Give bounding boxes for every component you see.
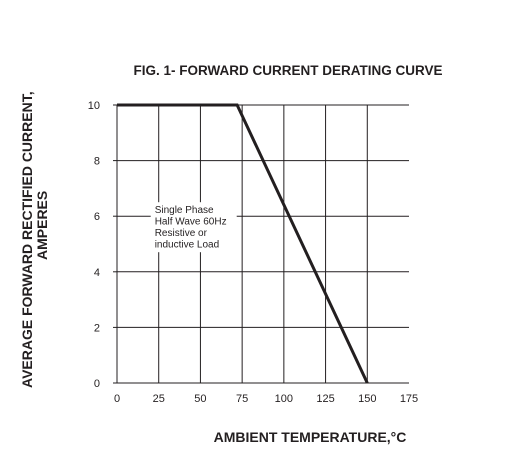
annotation-line: Resistive or xyxy=(155,228,208,239)
y-tick-label: 6 xyxy=(94,211,100,223)
x-tick-label: 125 xyxy=(316,393,334,405)
annotation-background xyxy=(150,202,237,253)
y-tick-label: 0 xyxy=(94,378,100,390)
x-axis-label: AMBIENT TEMPERATURE,°C xyxy=(214,429,407,445)
y-tick-label: 2 xyxy=(94,322,100,334)
y-tick-label: 8 xyxy=(94,156,100,168)
annotation-line: Single Phase xyxy=(155,205,214,216)
x-tick-label: 150 xyxy=(358,393,376,405)
annotation-line: inductive Load xyxy=(155,240,220,251)
annotation-line: Half Wave 60Hz xyxy=(155,217,227,228)
x-tick-label: 50 xyxy=(194,393,206,405)
y-tick-label: 4 xyxy=(94,267,100,279)
x-tick-label: 0 xyxy=(114,393,120,405)
y-axis-label-line1: AVERAGE FORWARD RECTIFIED CURRENT, xyxy=(19,91,35,388)
derating-curve xyxy=(117,103,369,384)
y-axis-label-line2: AMPERES xyxy=(34,191,50,260)
chart-title: FIG. 1- FORWARD CURRENT DERATING CURVE xyxy=(133,63,442,78)
y-tick-labels: 0 2 4 6 8 10 xyxy=(88,100,100,390)
x-tick-label: 75 xyxy=(236,393,248,405)
grid xyxy=(113,104,409,384)
x-tick-label: 100 xyxy=(275,393,293,405)
x-tick-label: 175 xyxy=(400,393,418,405)
x-tick-labels: 0 25 50 75 100 125 150 175 xyxy=(114,393,418,405)
x-tick-label: 25 xyxy=(153,393,165,405)
y-tick-label: 10 xyxy=(88,100,100,112)
